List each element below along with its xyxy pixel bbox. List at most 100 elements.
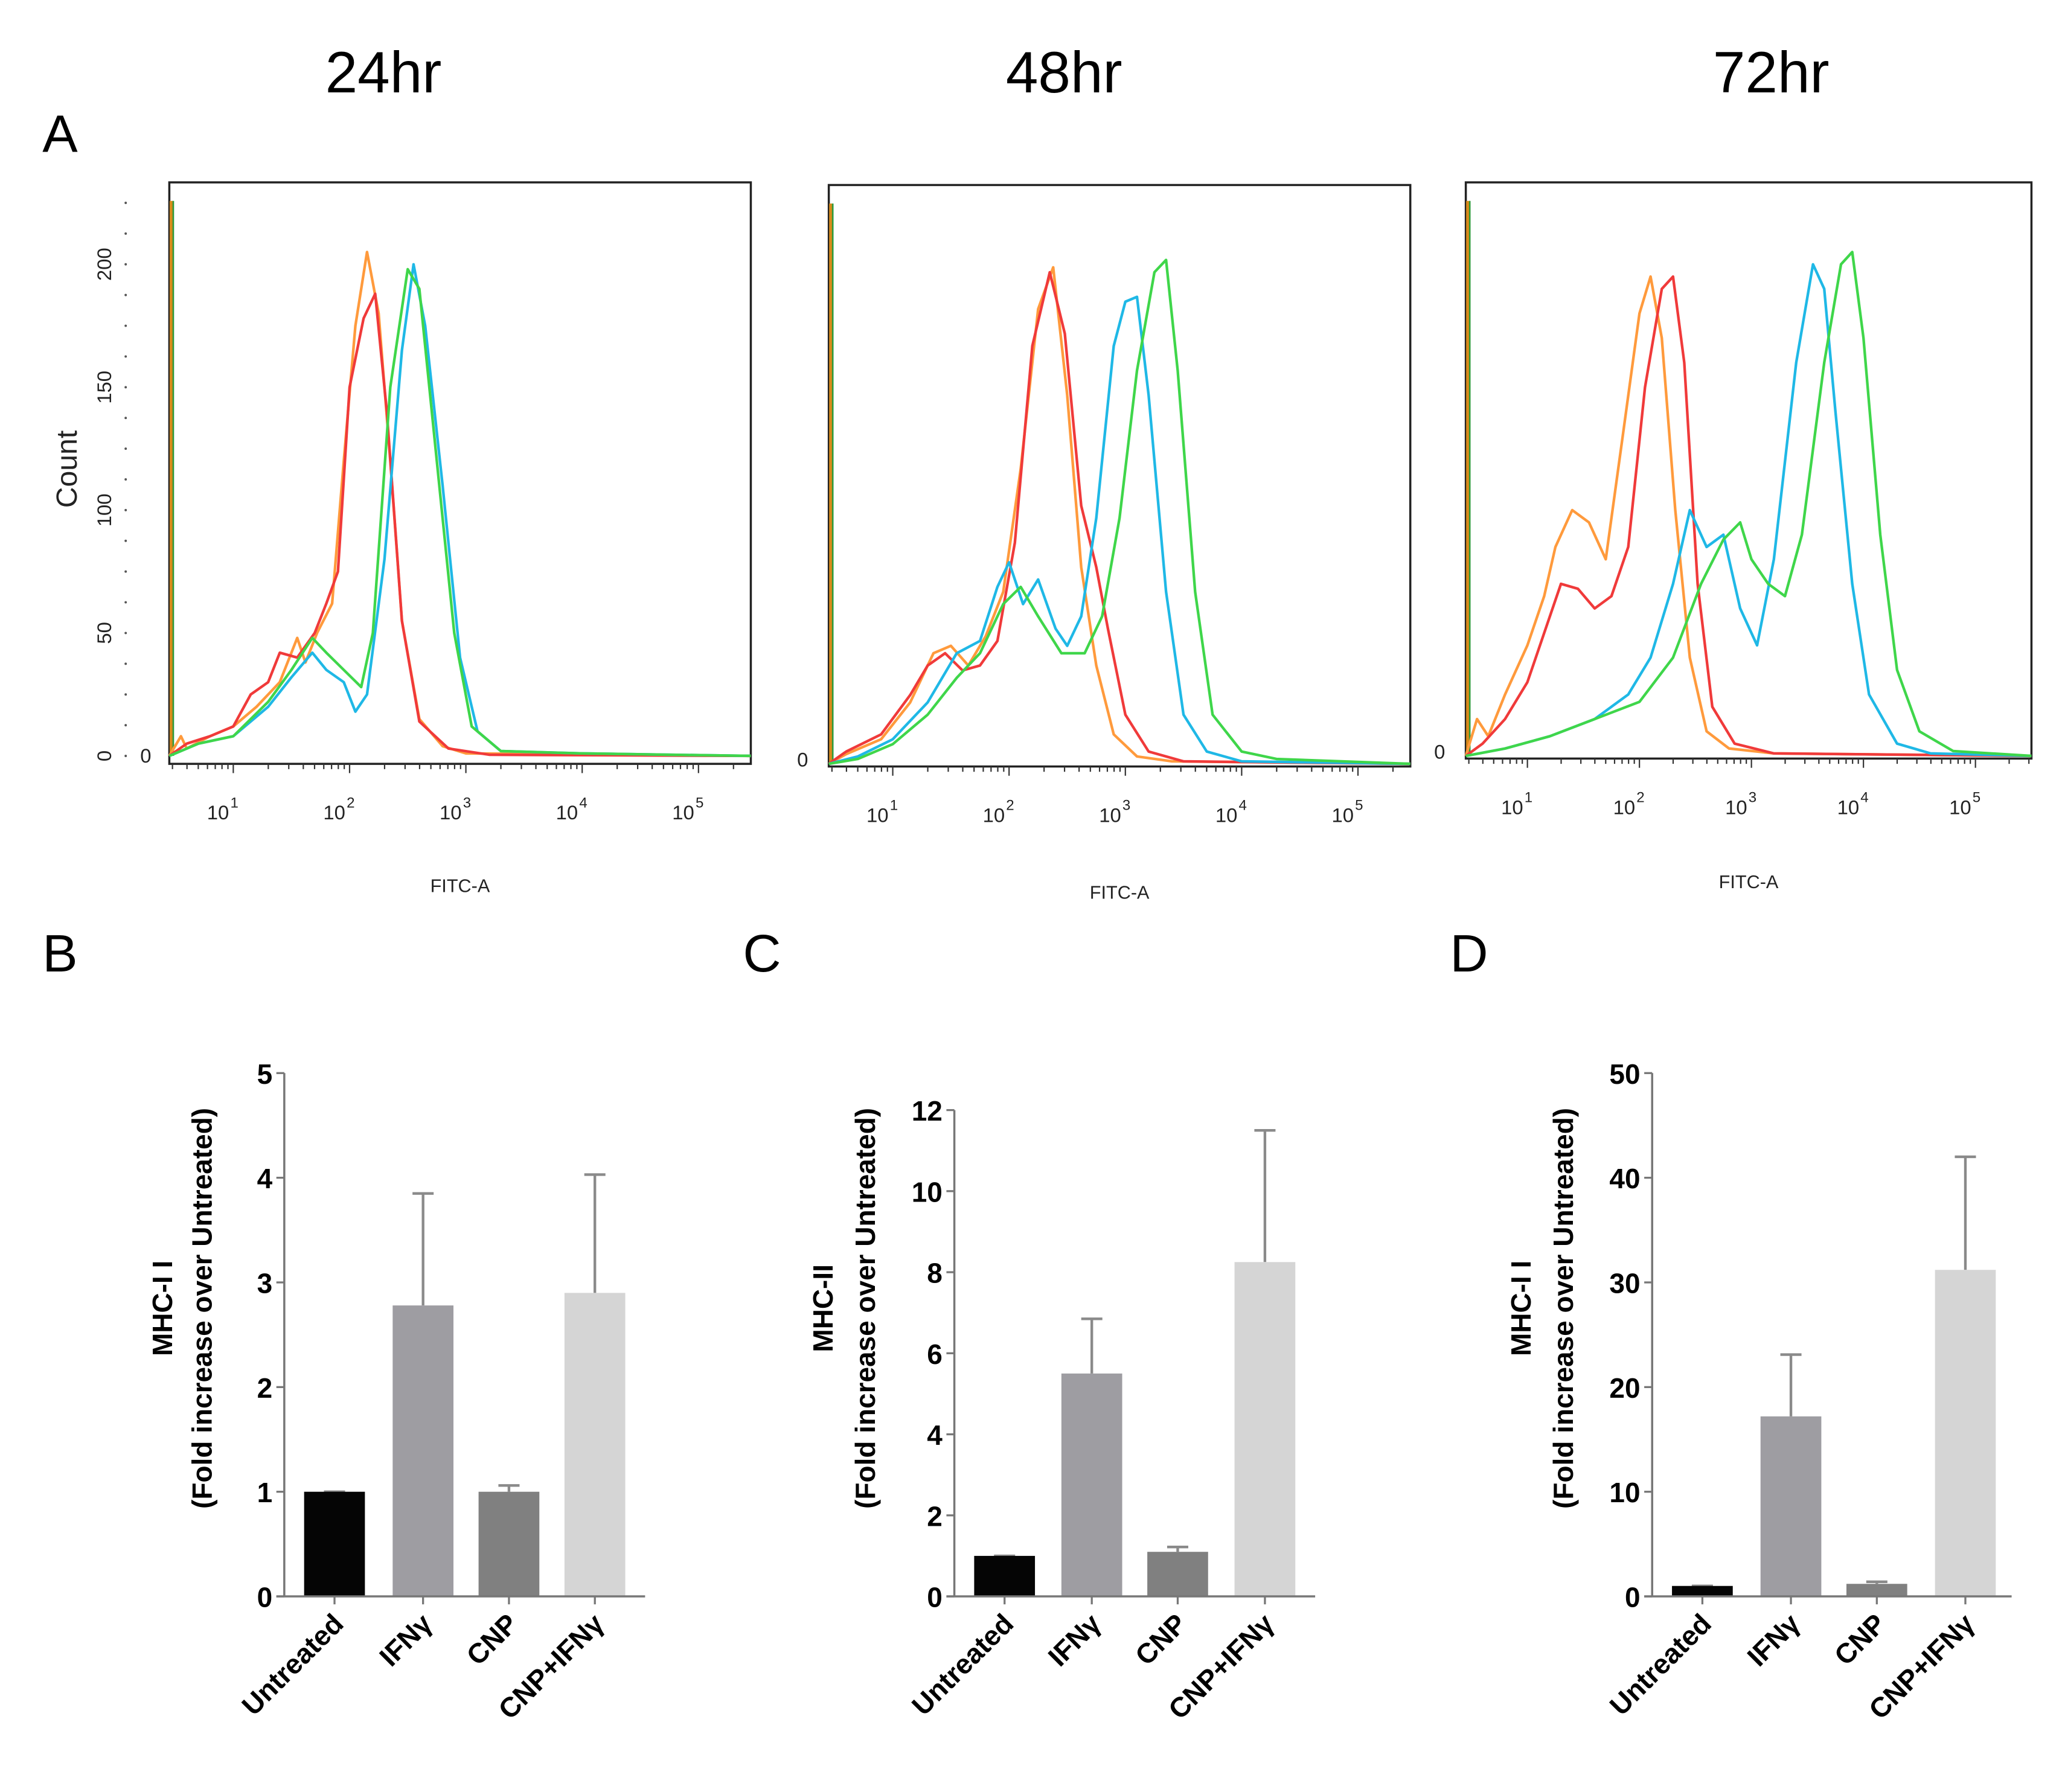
- panel-label-c: C: [743, 924, 781, 983]
- y-tick-label: 50: [93, 622, 115, 644]
- histogram-24hr: 10 1 10 2 10 3 10 4 10 5 FITC-A 0 50 100 150 200 Count 0: [51, 181, 752, 896]
- y-tick-label: 10: [1609, 1477, 1640, 1508]
- y-tick-dot: [124, 478, 127, 481]
- bar-ifn-: [1760, 1416, 1822, 1597]
- y-axis-label-line2: (Fold increase over Untreated): [850, 1108, 881, 1509]
- y-axis-label: Count: [51, 430, 83, 508]
- panel-label-b: B: [42, 924, 77, 983]
- y-tick-dot: [124, 755, 127, 757]
- x-tick-label: 10 2: [323, 795, 354, 824]
- y-tick-dot: [124, 263, 127, 266]
- x-tick-label: 10 5: [672, 795, 703, 824]
- y-tick-label: 8: [927, 1258, 943, 1289]
- x-tick-label: 10 3: [1725, 790, 1756, 819]
- histogram-series-green: [168, 267, 751, 758]
- x-tick-label: 10 4: [1837, 790, 1869, 819]
- x-tick-label: IFNγ: [373, 1607, 438, 1672]
- bar-cnp-ifn-: [1935, 1270, 1996, 1597]
- y-axis-label-line2: (Fold increase over Untreated): [186, 1108, 217, 1509]
- y-tick-dot: [124, 632, 127, 635]
- y-tick-dot: [124, 601, 127, 604]
- y-tick-label: 12: [912, 1095, 943, 1127]
- bar-ifn-: [1061, 1373, 1122, 1597]
- x-tick-label: 10 3: [1099, 798, 1130, 827]
- bar-ifn-: [392, 1305, 453, 1597]
- y-tick-dot: [124, 693, 127, 696]
- y-axis-label-line1: MHC-I I: [1505, 1261, 1537, 1356]
- x-tick-label: CNP: [460, 1608, 524, 1671]
- histogram-72hr: 10 1 10 2 10 3 10 4 10 5 FITC-A 0: [1434, 181, 2033, 892]
- y-tick-dot: [124, 570, 127, 573]
- bar-cnp: [1846, 1584, 1907, 1597]
- y-tick-label: 0: [93, 750, 115, 761]
- y-tick-dot: [124, 724, 127, 727]
- histogram-series-blue: [1465, 263, 2032, 758]
- histogram-series-red: [828, 270, 1410, 766]
- y-tick-label: 10: [912, 1176, 943, 1208]
- y-tick-label: 4: [257, 1163, 273, 1194]
- histogram-series-blue: [828, 295, 1410, 766]
- plot-frame: [1464, 181, 2033, 760]
- y-tick-dot: [124, 417, 127, 420]
- plot-frame: [827, 184, 1412, 768]
- bar-cnp: [1147, 1552, 1208, 1597]
- y-zero-label: 0: [797, 748, 808, 770]
- hist-48hr-title: 48hr: [1006, 40, 1122, 105]
- y-tick-dot: [124, 202, 127, 204]
- bar-untreated: [974, 1555, 1036, 1597]
- y-tick-label: 4: [927, 1419, 943, 1451]
- x-tick-label: Untreated: [1604, 1608, 1717, 1721]
- y-tick-label: 40: [1609, 1163, 1640, 1194]
- y-tick-dot: [124, 386, 127, 389]
- y-tick-label: 0: [927, 1582, 943, 1613]
- x-tick-label: 10 1: [1501, 790, 1532, 819]
- histogram-series-blue: [168, 263, 751, 758]
- x-tick-label: 10 2: [983, 798, 1014, 827]
- x-tick-label: 10 5: [1331, 798, 1363, 827]
- panel-label-d: D: [1450, 924, 1488, 983]
- y-tick-label: 3: [257, 1268, 273, 1299]
- x-tick-label: IFNγ: [1042, 1607, 1107, 1672]
- y-tick-label: 2: [257, 1372, 273, 1404]
- y-tick-label: 6: [927, 1339, 943, 1370]
- y-tick-dot: [124, 293, 127, 296]
- histogram-series-green: [828, 258, 1410, 766]
- y-tick-label: 200: [93, 248, 115, 281]
- hist-72hr-title: 72hr: [1713, 40, 1830, 105]
- bar-cnp-ifn-: [564, 1293, 626, 1597]
- x-tick-label: Untreated: [235, 1608, 349, 1721]
- y-tick-label: 2: [927, 1500, 943, 1532]
- y-tick-label: 50: [1609, 1058, 1640, 1090]
- x-tick-label: CNP: [1129, 1608, 1193, 1671]
- x-tick-label: CNP: [1828, 1608, 1892, 1671]
- y-tick-dot: [124, 447, 127, 450]
- histogram-48hr: 10 1 10 2 10 3 10 4 10 5 FITC-A 0: [797, 184, 1412, 903]
- y-tick-label: 20: [1609, 1372, 1640, 1404]
- x-axis-label: FITC-A: [1719, 872, 1779, 892]
- x-tick-label: 10 1: [207, 795, 239, 824]
- x-tick-label: IFNγ: [1741, 1607, 1805, 1672]
- y-tick-dot: [124, 662, 127, 665]
- y-axis-label-line2: (Fold increase over Untreated): [1548, 1108, 1579, 1509]
- x-tick-label: 10 4: [1215, 798, 1247, 827]
- x-tick-label: 10 5: [1949, 790, 1980, 819]
- y-zero-label: 0: [140, 744, 151, 767]
- y-tick-label: 100: [93, 493, 115, 526]
- y-tick-dot: [124, 355, 127, 358]
- x-axis-label: FITC-A: [1090, 882, 1150, 903]
- y-axis-label-line1: MHC-II: [807, 1264, 839, 1352]
- y-tick-dot: [124, 508, 127, 511]
- y-tick-label: 30: [1609, 1268, 1640, 1299]
- y-tick-dot: [124, 324, 127, 327]
- histogram-series-orange: [1464, 275, 2032, 758]
- plot-frame: [168, 181, 752, 765]
- x-tick-label: Untreated: [906, 1608, 1019, 1721]
- bar-untreated: [1672, 1586, 1733, 1597]
- x-axis-label: FITC-A: [431, 875, 490, 896]
- y-tick-label: 1: [257, 1477, 273, 1508]
- histogram-series-red: [168, 292, 751, 758]
- x-tick-label: 10 2: [1613, 790, 1645, 819]
